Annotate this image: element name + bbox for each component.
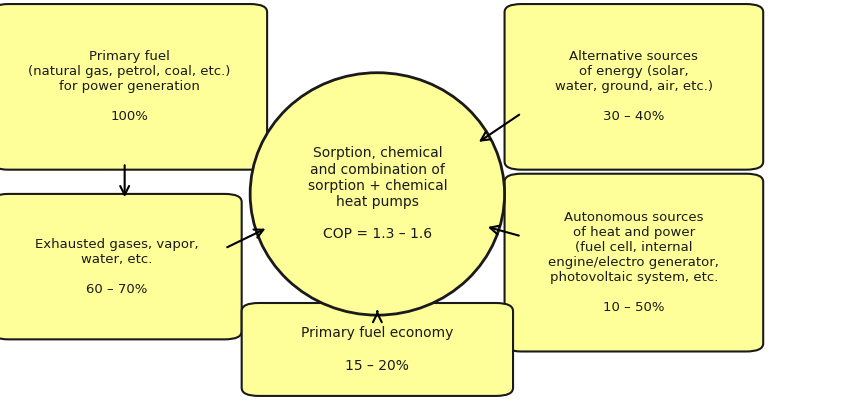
Ellipse shape	[250, 73, 505, 315]
Text: Exhausted gases, vapor,
water, etc.

60 – 70%: Exhausted gases, vapor, water, etc. 60 –…	[35, 238, 198, 296]
Text: Alternative sources
of energy (solar,
water, ground, air, etc.)

30 – 40%: Alternative sources of energy (solar, wa…	[555, 50, 713, 123]
Text: Primary fuel economy

15 – 20%: Primary fuel economy 15 – 20%	[301, 326, 454, 372]
Text: Sorption, chemical
and combination of
sorption + chemical
heat pumps

COP = 1.3 : Sorption, chemical and combination of so…	[308, 146, 447, 242]
FancyBboxPatch shape	[505, 174, 763, 351]
Text: Autonomous sources
of heat and power
(fuel cell, internal
engine/electro generat: Autonomous sources of heat and power (fu…	[549, 211, 719, 314]
FancyBboxPatch shape	[0, 4, 267, 170]
Text: Primary fuel
(natural gas, petrol, coal, etc.)
for power generation

100%: Primary fuel (natural gas, petrol, coal,…	[28, 50, 231, 123]
FancyBboxPatch shape	[242, 303, 513, 396]
FancyBboxPatch shape	[0, 194, 242, 339]
FancyBboxPatch shape	[505, 4, 763, 170]
